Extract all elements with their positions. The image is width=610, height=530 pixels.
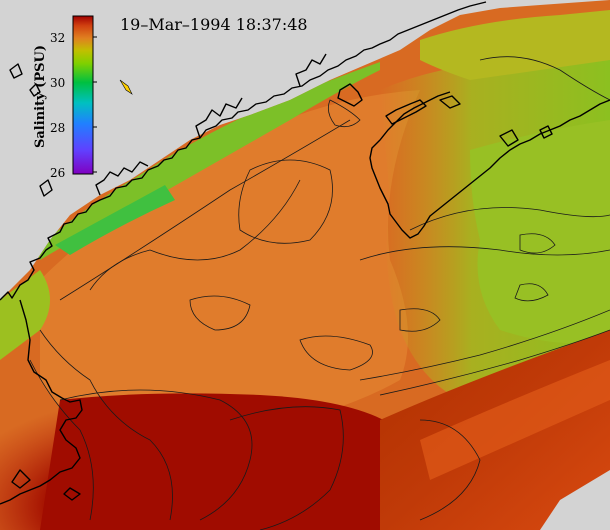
- colorbar: 32 30 28 26 Salinity (PSU): [33, 15, 97, 180]
- colorbar-ticks: 32 30 28 26: [50, 31, 97, 180]
- colorbar-scale: [72, 15, 94, 175]
- colorbar-label: Salinity (PSU): [33, 45, 48, 148]
- map-timestamp: 19–Mar–1994 18:37:48: [120, 15, 308, 34]
- colorbar-tick-label: 30: [50, 76, 65, 90]
- coastline: [0, 1, 610, 505]
- colorbar-tick-label: 26: [50, 166, 65, 180]
- colorbar-tick-label: 32: [50, 31, 65, 45]
- salinity-contours: [29, 56, 610, 530]
- island-marker: [119, 79, 133, 95]
- colorbar-tick-label: 28: [50, 121, 65, 135]
